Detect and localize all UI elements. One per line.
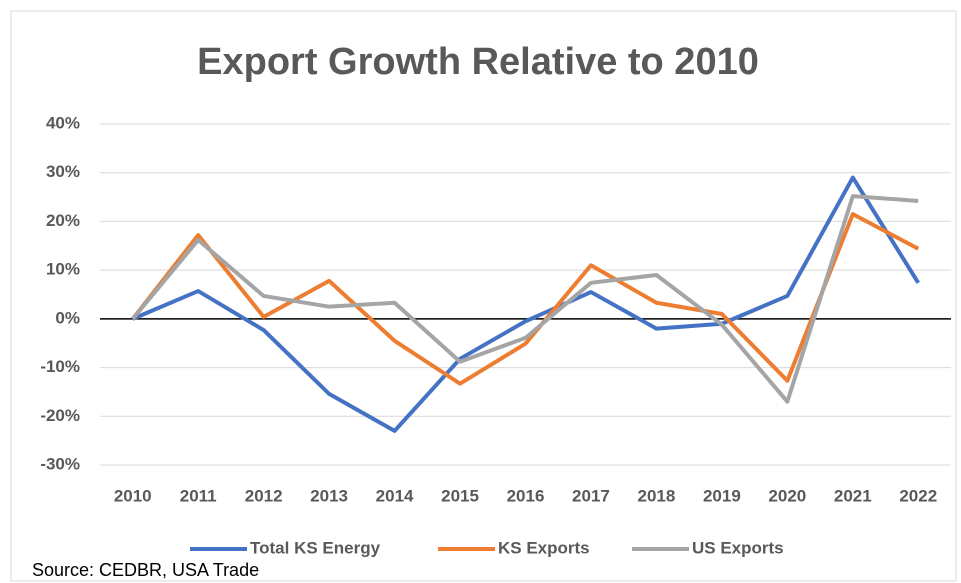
x-tick-label: 2022 [899, 486, 937, 505]
chart-frame [10, 10, 957, 582]
legend-label: US Exports [692, 538, 784, 557]
y-tick-label: -20% [40, 406, 80, 425]
x-tick-label: 2017 [572, 486, 610, 505]
source-note: Source: CEDBR, USA Trade [32, 560, 259, 580]
series-line [131, 194, 919, 404]
y-tick-label: -10% [40, 357, 80, 376]
chart-title: Export Growth Relative to 2010 [197, 41, 759, 83]
x-tick-label: 2011 [180, 486, 217, 505]
x-tick-label: 2019 [703, 486, 741, 505]
x-tick-label: 2015 [441, 486, 479, 505]
legend-label: Total KS Energy [250, 538, 381, 557]
x-tick-label: 2010 [114, 486, 152, 505]
y-tick-label: 0% [55, 308, 80, 327]
y-tick-label: 10% [46, 260, 80, 279]
x-tick-label: 2020 [768, 486, 806, 505]
x-tick-label: 2014 [376, 486, 414, 505]
y-tick-label: 20% [46, 211, 80, 230]
x-tick-label: 2021 [834, 486, 872, 505]
series-line [131, 212, 920, 386]
x-tick-label: 2018 [638, 486, 676, 505]
series-line [131, 175, 920, 433]
x-tick-label: 2012 [245, 486, 283, 505]
y-tick-label: 30% [46, 162, 80, 181]
y-tick-label: -30% [40, 454, 80, 473]
x-tick-label: 2016 [507, 486, 545, 505]
x-tick-label: 2013 [310, 486, 348, 505]
y-tick-label: 40% [46, 113, 80, 132]
legend-label: KS Exports [498, 538, 590, 557]
